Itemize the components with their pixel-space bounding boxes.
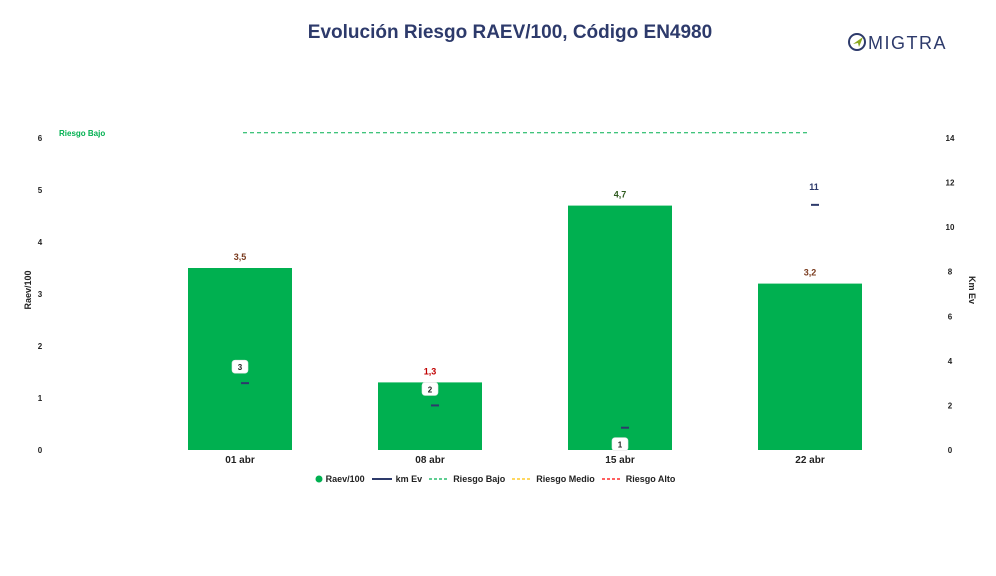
y2-tick-label: 12: [946, 179, 955, 188]
y-tick-label: 0: [38, 446, 43, 455]
y-tick-label: 2: [38, 342, 43, 351]
x-tick-label: 22 abr: [795, 455, 825, 466]
legend-swatch: [429, 478, 450, 480]
logo-text: MIGTRA: [868, 33, 947, 53]
legend-label: km Ev: [395, 474, 423, 484]
legend-item: Riesgo Alto: [601, 474, 676, 484]
chart-title: Evolución Riesgo RAEV/100, Código EN4980: [307, 22, 713, 43]
legend-label: Raev/100: [325, 474, 365, 484]
y-tick-label: 6: [38, 134, 43, 143]
legend-swatch: [371, 478, 392, 480]
legend-item: Riesgo Medio: [511, 474, 595, 484]
x-tick-label: 08 abr: [415, 455, 445, 466]
km-value-label: 2: [428, 385, 433, 394]
bar-value-label: 3,5: [234, 252, 247, 262]
x-tick-label: 15 abr: [605, 455, 635, 466]
bar: [188, 268, 292, 450]
y2-tick-label: 8: [948, 268, 953, 277]
y2-tick-label: 10: [946, 223, 955, 232]
bar: [568, 205, 672, 450]
y-tick-label: 3: [38, 290, 43, 299]
km-value-label: 3: [238, 363, 243, 372]
legend-label: Riesgo Medio: [536, 474, 595, 484]
y2-tick-label: 0: [948, 446, 953, 455]
y2-tick-label: 6: [948, 312, 953, 321]
legend-label: Riesgo Alto: [625, 474, 676, 484]
bar-value-label: 1,3: [424, 366, 437, 376]
y-axis-title: Raev/100: [23, 270, 33, 309]
legend-swatch: [315, 475, 323, 483]
km-label-box: [421, 382, 439, 396]
km-value-label: 11: [809, 182, 819, 192]
x-tick-label: 01 abr: [225, 455, 255, 466]
legend-item: Raev/100: [315, 474, 365, 484]
legend-swatch: [601, 478, 622, 480]
y-tick-label: 1: [38, 394, 43, 403]
bar: [758, 283, 862, 450]
migtra-logo: MIGTRA: [848, 33, 947, 53]
y2-axis-title: Km Ev: [967, 276, 977, 304]
legend-item: Riesgo Bajo: [428, 474, 505, 484]
threshold-label: Riesgo Bajo: [59, 129, 105, 138]
y2-tick-label: 2: [948, 401, 953, 410]
legend-item: km Ev: [371, 474, 423, 484]
legend: Raev/100 km Ev Riesgo Bajo Riesgo Medio Ries…: [0, 474, 996, 484]
y-tick-label: 4: [38, 238, 43, 247]
km-label-box: [231, 359, 249, 374]
y2-tick-label: 4: [948, 357, 953, 366]
km-value-label: 1: [618, 441, 623, 450]
bar-value-label: 3,2: [804, 268, 817, 278]
bar-value-label: 4,7: [614, 190, 627, 200]
legend-label: Riesgo Bajo: [453, 474, 506, 484]
y2-tick-label: 14: [946, 134, 955, 143]
legend-swatch: [512, 478, 533, 480]
y-tick-label: 5: [38, 186, 43, 195]
compass-plane-icon: [848, 33, 866, 51]
km-label-box: [611, 437, 629, 452]
